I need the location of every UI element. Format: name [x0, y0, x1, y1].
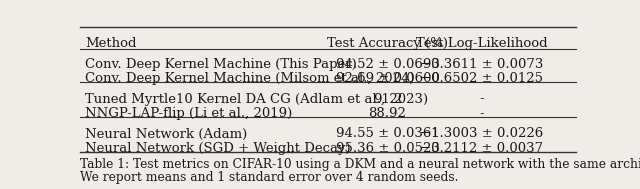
Text: 95.36 ± 0.0523: 95.36 ± 0.0523 [335, 142, 440, 155]
Text: −1.3003 ± 0.0226: −1.3003 ± 0.0226 [420, 127, 543, 140]
Text: −0.6502 ± 0.0125: −0.6502 ± 0.0125 [420, 72, 543, 85]
Text: Test Log-Likelihood: Test Log-Likelihood [416, 37, 548, 50]
Text: We report means and 1 standard error over 4 random seeds.: We report means and 1 standard error ove… [80, 171, 458, 184]
Text: 92.69 ± 0.0600: 92.69 ± 0.0600 [335, 72, 440, 85]
Text: 94.52 ± 0.0693: 94.52 ± 0.0693 [335, 58, 440, 71]
Text: Method: Method [85, 37, 136, 50]
Text: Test Accuracy (%): Test Accuracy (%) [327, 37, 448, 50]
Text: -: - [479, 93, 484, 105]
Text: -: - [479, 107, 484, 120]
Text: −0.2112 ± 0.0037: −0.2112 ± 0.0037 [420, 142, 543, 155]
Text: Neural Network (Adam): Neural Network (Adam) [85, 127, 247, 140]
Text: −0.3611 ± 0.0073: −0.3611 ± 0.0073 [420, 58, 543, 71]
Text: Neural Network (SGD + Weight Decay): Neural Network (SGD + Weight Decay) [85, 142, 351, 155]
Text: Table 1: Test metrics on CIFAR-10 using a DKM and a neural network with the same: Table 1: Test metrics on CIFAR-10 using … [80, 158, 640, 171]
Text: Conv. Deep Kernel Machine (This Paper): Conv. Deep Kernel Machine (This Paper) [85, 58, 356, 71]
Text: Tuned Myrtle10 Kernel DA CG (Adlam et al., 2023): Tuned Myrtle10 Kernel DA CG (Adlam et al… [85, 93, 428, 105]
Text: 88.92: 88.92 [369, 107, 406, 120]
Text: 91.2: 91.2 [372, 93, 403, 105]
Text: Conv. Deep Kernel Machine (Milsom et al., 2024): Conv. Deep Kernel Machine (Milsom et al.… [85, 72, 415, 85]
Text: 94.55 ± 0.0361: 94.55 ± 0.0361 [335, 127, 440, 140]
Text: NNGP-LAP-flip (Li et al., 2019): NNGP-LAP-flip (Li et al., 2019) [85, 107, 292, 120]
